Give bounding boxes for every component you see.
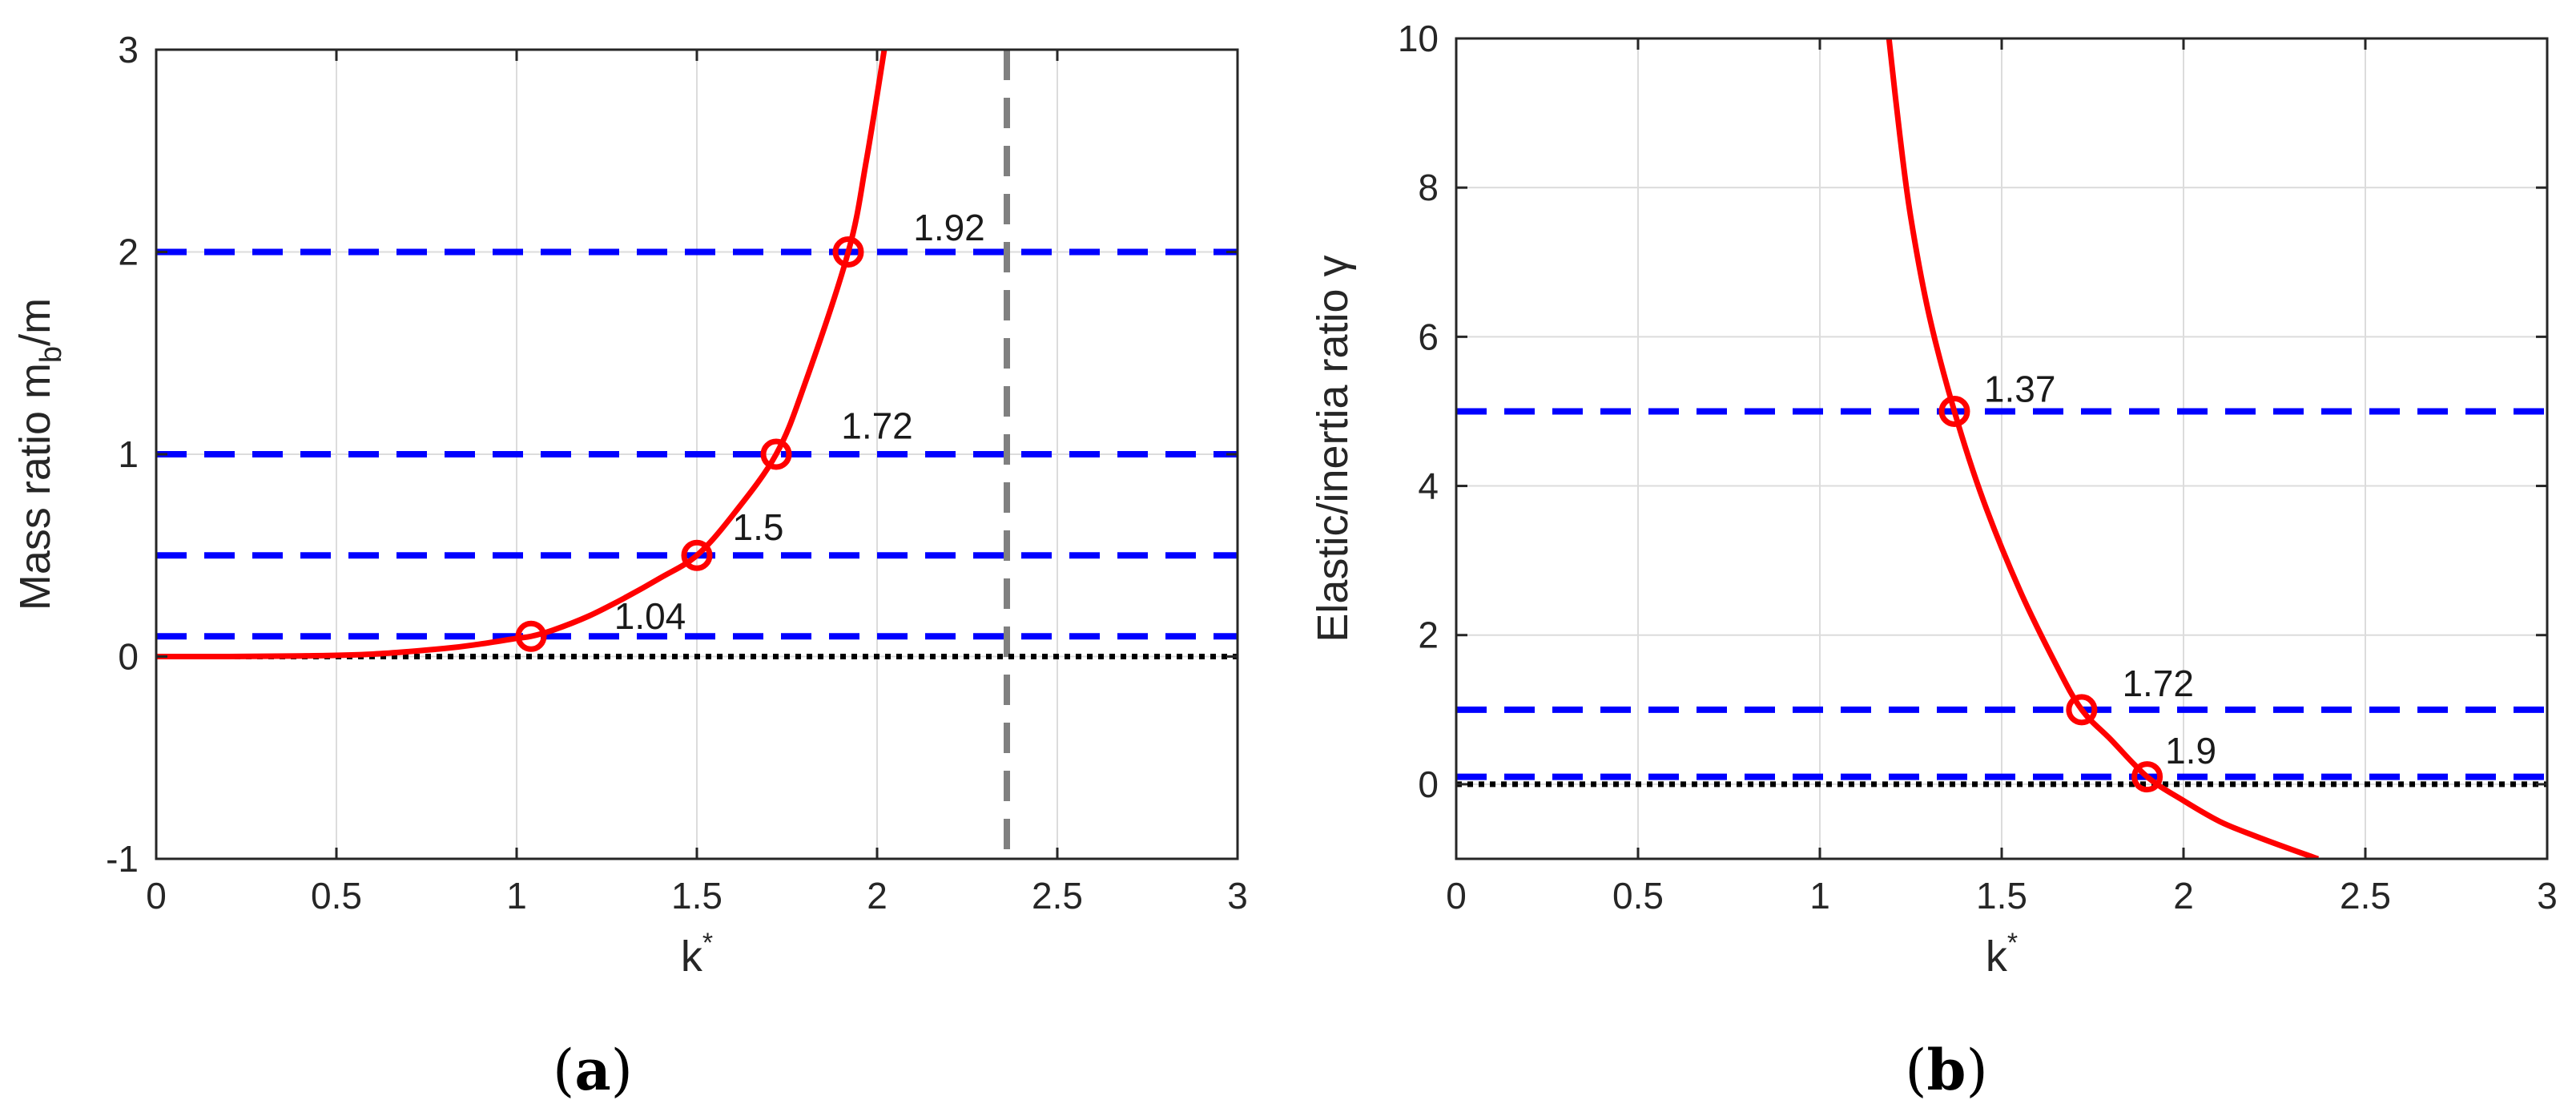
caption-open: ( bbox=[1905, 1037, 1926, 1103]
data-annotation: 1.5 bbox=[733, 506, 784, 548]
x-tick-label: 1 bbox=[506, 875, 527, 917]
caption-letter: b bbox=[1927, 1037, 1966, 1103]
x-tick-label: 1.5 bbox=[671, 875, 722, 917]
x-tick-label: 2 bbox=[2173, 875, 2194, 917]
y-axis-label-text: Elastic/inertia ratio γ bbox=[1309, 255, 1357, 642]
plot-content bbox=[1456, 38, 2547, 859]
y-tick-label: 6 bbox=[1418, 316, 1439, 357]
y-axis-label-subscript: b bbox=[34, 346, 68, 363]
circle-marker bbox=[681, 539, 713, 571]
circle-marker bbox=[832, 236, 864, 268]
caption-close: ) bbox=[1966, 1037, 1987, 1103]
y-tick-label: 1 bbox=[118, 433, 139, 475]
y-tick-label: 2 bbox=[118, 232, 139, 273]
y-tick-label: 0 bbox=[118, 636, 139, 678]
x-tick-label: 1 bbox=[1809, 875, 1830, 917]
data-annotation: 1.92 bbox=[913, 207, 985, 248]
circle-marker bbox=[2066, 694, 2098, 726]
y-tick-label: 2 bbox=[1418, 614, 1439, 656]
panel-b: 0 0.5 1 1.5 2 2.5 3 0 2 4 6 8 10 1.37 1.72 1.9 k* Elastic… bbox=[1309, 18, 2558, 1103]
caption-close: ) bbox=[611, 1037, 633, 1103]
x-axis-label-base: k bbox=[1986, 933, 2008, 981]
data-annotation: 1.72 bbox=[841, 405, 913, 447]
y-axis-label-text: Mass ratio m bbox=[11, 363, 59, 610]
circle-marker bbox=[1938, 395, 1970, 427]
y-tick-label: -1 bbox=[106, 838, 139, 880]
x-tick-label: 0.5 bbox=[311, 875, 362, 917]
y-axis-label: Mass ratio mb/m bbox=[11, 298, 68, 610]
x-tick-label: 2 bbox=[867, 875, 888, 917]
x-tick-label: 0 bbox=[1446, 875, 1467, 917]
x-tick-label: 0 bbox=[146, 875, 167, 917]
caption-letter: a bbox=[574, 1037, 610, 1103]
data-annotation: 1.9 bbox=[2165, 730, 2216, 772]
plot-content bbox=[156, 50, 1238, 859]
x-tick-label: 2.5 bbox=[2340, 875, 2391, 917]
data-annotation: 1.37 bbox=[1984, 369, 2056, 410]
y-tick-label: 8 bbox=[1418, 167, 1439, 208]
x-axis-label: k* bbox=[1986, 928, 2018, 981]
x-tick-label: 3 bbox=[2537, 875, 2558, 917]
y-tick-label: 3 bbox=[118, 29, 139, 71]
x-tick-label: 0.5 bbox=[1612, 875, 1664, 917]
red-curve bbox=[156, 50, 888, 660]
circle-marker bbox=[2131, 761, 2163, 793]
data-annotation: 1.04 bbox=[614, 595, 686, 637]
panel-caption: (b) bbox=[1905, 1037, 1988, 1103]
x-axis-label-base: k bbox=[681, 933, 703, 981]
y-axis-label: Elastic/inertia ratio γ bbox=[1309, 255, 1357, 642]
y-tick-label: 10 bbox=[1398, 18, 1439, 59]
x-axis-label-superscript: * bbox=[2007, 928, 2018, 958]
data-annotation: 1.72 bbox=[2122, 663, 2194, 704]
x-tick-label: 3 bbox=[1227, 875, 1248, 917]
caption-open: ( bbox=[553, 1037, 574, 1103]
circle-marker bbox=[515, 620, 547, 652]
red-curve bbox=[1886, 38, 2320, 859]
y-tick-label: 0 bbox=[1418, 763, 1439, 805]
circle-marker bbox=[760, 438, 792, 470]
x-tick-label: 2.5 bbox=[1032, 875, 1083, 917]
panel-caption: (a) bbox=[553, 1037, 633, 1103]
y-tick-label: 4 bbox=[1418, 465, 1439, 507]
x-tick-label: 1.5 bbox=[1976, 875, 2027, 917]
y-axis-label-suffix: /m bbox=[11, 298, 59, 346]
panel-a: 0 0.5 1 1.5 2 2.5 3-101231.041.51.721.92k*Mass… bbox=[11, 29, 1248, 1103]
x-axis-label-superscript: * bbox=[702, 928, 713, 958]
x-axis-label: k* bbox=[681, 928, 713, 981]
